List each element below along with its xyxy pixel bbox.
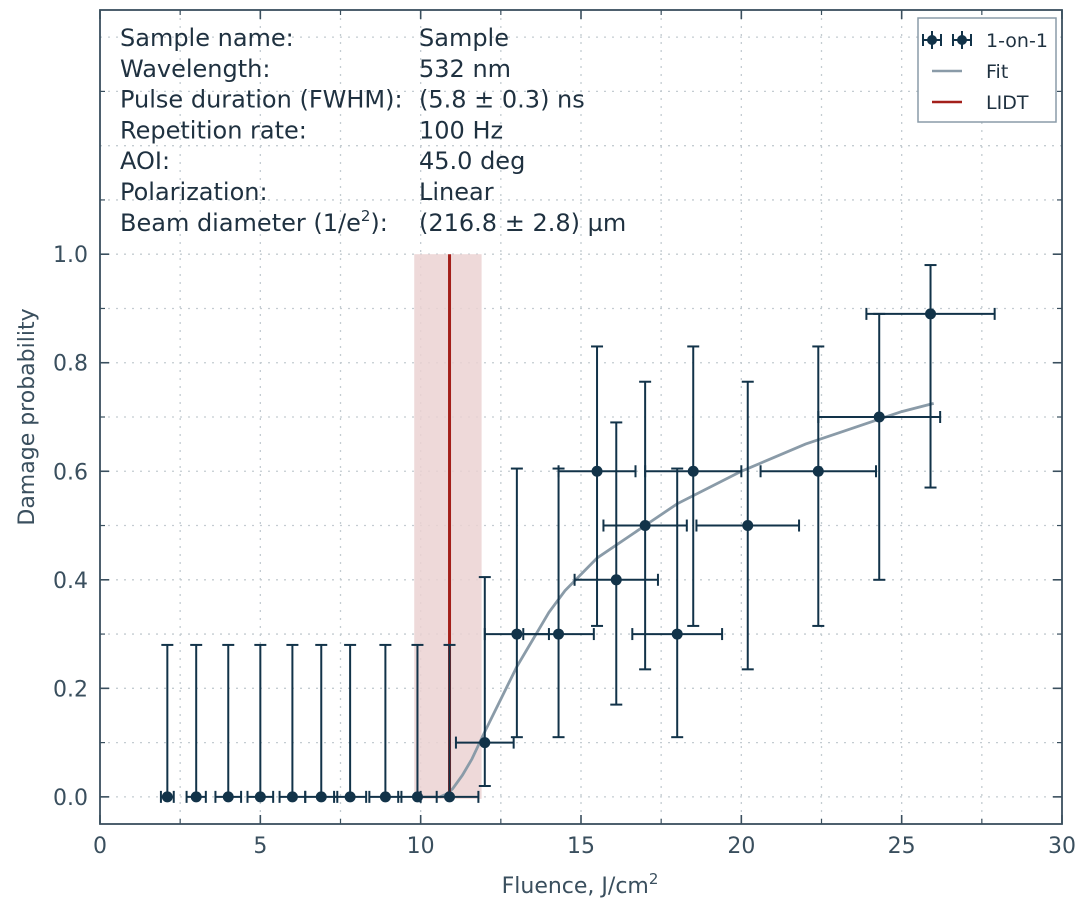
data-marker bbox=[444, 791, 456, 803]
info-value: (5.8 ± 0.3) ns bbox=[419, 86, 585, 114]
data-marker bbox=[553, 628, 565, 640]
data-marker bbox=[479, 737, 491, 749]
data-point bbox=[865, 264, 996, 489]
legend: 1-on-1 Fit LIDT bbox=[917, 17, 1057, 123]
data-marker bbox=[671, 628, 683, 640]
data-marker bbox=[222, 791, 234, 803]
data-marker bbox=[925, 308, 937, 320]
legend-label: LIDT bbox=[986, 92, 1029, 114]
x-axis-label: Fluence, J/cm2 bbox=[502, 870, 659, 899]
data-point bbox=[573, 421, 659, 706]
x-tick-label: 15 bbox=[567, 834, 595, 859]
data-marker bbox=[286, 791, 298, 803]
x-tick-label: 5 bbox=[253, 834, 267, 859]
data-marker bbox=[591, 465, 603, 477]
data-marker bbox=[254, 791, 266, 803]
y-axis-label: Damage probability bbox=[15, 308, 40, 525]
data-point bbox=[246, 643, 275, 803]
data-point bbox=[214, 643, 243, 803]
data-point bbox=[185, 643, 207, 803]
info-block: Sample name: Sample Wavelength: 532 nm Pulse… bbox=[120, 24, 626, 237]
data-marker bbox=[610, 574, 622, 586]
data-marker bbox=[812, 465, 824, 477]
legend-item: LIDT bbox=[932, 92, 1029, 114]
data-marker bbox=[511, 628, 523, 640]
info-label: Pulse duration (FWHM): bbox=[120, 86, 403, 114]
legend-marker bbox=[927, 35, 937, 45]
legend-label: 1-on-1 bbox=[986, 30, 1048, 52]
x-tick-label: 10 bbox=[407, 834, 435, 859]
data-point bbox=[454, 576, 515, 788]
data-point bbox=[695, 380, 801, 671]
y-tick-label: 0.0 bbox=[53, 786, 88, 811]
info-label: Sample name: bbox=[120, 24, 294, 52]
data-point bbox=[483, 467, 550, 739]
y-tick-label: 0.2 bbox=[53, 677, 88, 702]
info-value: 100 Hz bbox=[419, 116, 503, 144]
x-tick-label: 20 bbox=[727, 834, 755, 859]
data-marker bbox=[379, 791, 391, 803]
y-tick-label: 0.8 bbox=[53, 352, 88, 377]
info-label: Beam diameter (1/e2): bbox=[120, 207, 388, 237]
x-tick-label: 25 bbox=[888, 834, 916, 859]
info-value: Sample bbox=[419, 24, 509, 52]
lidt-band-rect bbox=[414, 254, 482, 799]
info-label: Repetition rate: bbox=[120, 116, 307, 144]
data-point bbox=[522, 467, 595, 739]
x-tick-label: 30 bbox=[1048, 834, 1076, 859]
legend-marker bbox=[957, 35, 967, 45]
info-label: Wavelength: bbox=[120, 55, 270, 83]
data-marker bbox=[687, 465, 699, 477]
y-tick-label: 0.4 bbox=[53, 569, 88, 594]
y-tick-label: 0.6 bbox=[53, 460, 88, 485]
info-value: 532 nm bbox=[419, 55, 511, 83]
data-point bbox=[333, 643, 368, 803]
data-point bbox=[644, 345, 743, 627]
data-marker bbox=[161, 791, 173, 803]
x-tick-label: 0 bbox=[93, 834, 107, 859]
y-tick-label: 1.0 bbox=[53, 243, 88, 268]
legend-item: 1-on-1 bbox=[922, 30, 1048, 52]
data-point bbox=[759, 345, 878, 627]
data-points bbox=[159, 264, 996, 803]
data-point bbox=[419, 643, 480, 803]
data-point bbox=[602, 380, 688, 671]
axes: 0 5 10 15 20 25 30 0.0 0.2 0.4 0.6 0.8 1.0 bbox=[53, 9, 1076, 859]
data-point bbox=[817, 312, 942, 581]
data-point bbox=[159, 643, 175, 803]
legend-label: Fit bbox=[986, 61, 1008, 83]
data-point bbox=[278, 643, 307, 803]
data-marker bbox=[315, 791, 327, 803]
info-label: AOI: bbox=[120, 147, 170, 175]
info-value: Linear bbox=[419, 178, 494, 206]
info-value: (216.8 ± 2.8) µm bbox=[419, 209, 626, 237]
data-point bbox=[368, 643, 403, 803]
lidt-uncertainty-band bbox=[414, 254, 482, 799]
data-point bbox=[304, 643, 339, 803]
data-marker bbox=[190, 791, 202, 803]
data-marker bbox=[742, 520, 754, 532]
data-marker bbox=[344, 791, 356, 803]
info-value: 45.0 deg bbox=[419, 147, 525, 175]
legend-item: Fit bbox=[932, 61, 1008, 83]
info-label: Polarization: bbox=[120, 178, 268, 206]
data-marker bbox=[639, 520, 651, 532]
data-marker bbox=[873, 411, 885, 423]
data-point bbox=[631, 467, 724, 739]
